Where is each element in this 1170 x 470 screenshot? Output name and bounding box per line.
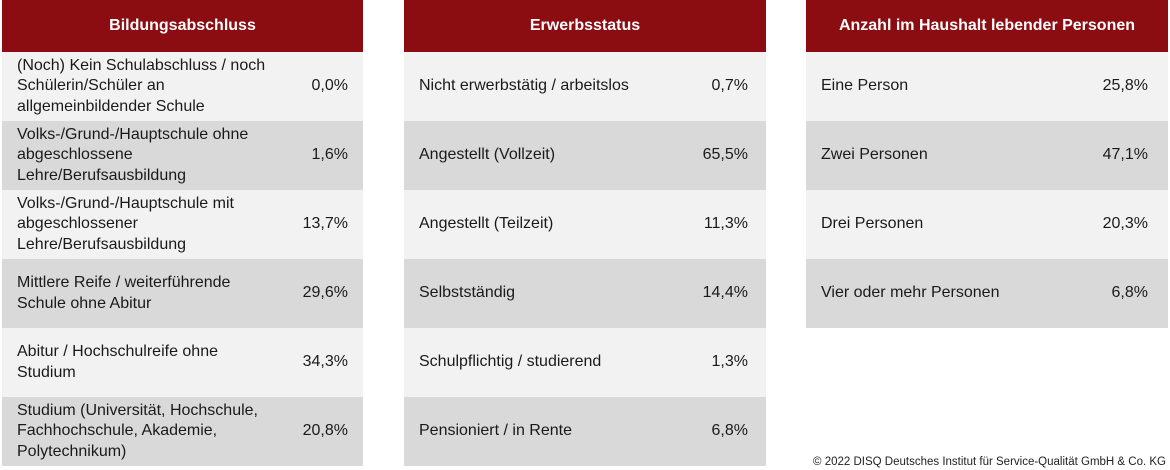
table-row: Abitur / Hochschulreife ohne Studium 34,… [2, 328, 363, 397]
row-value: 0,7% [711, 77, 748, 95]
row-value: 11,3% [703, 215, 748, 233]
row-value: 34,3% [302, 353, 348, 371]
table-row: Nicht erwerbstätig / arbeitslos 0,7% [404, 52, 766, 121]
table-row: Schulpflichtig / studierend 1,3% [404, 328, 766, 397]
row-label: Vier oder mehr Personen [821, 284, 1000, 302]
table-row: Angestellt (Vollzeit) 65,5% [404, 121, 766, 190]
table-header: Bildungsabschluss [2, 0, 363, 52]
table-row: Pensioniert / in Rente 6,8% [404, 397, 766, 466]
row-value: 65,5% [702, 146, 748, 164]
row-label: Abitur / Hochschulreife ohne Studium [17, 343, 218, 381]
row-label: Drei Personen [821, 215, 924, 233]
row-label: Angestellt (Teilzeit) [419, 215, 554, 233]
table-row: Drei Personen 20,3% [806, 190, 1168, 259]
copyright-notice: © 2022 DISQ Deutsches Institut für Servi… [813, 456, 1166, 468]
row-value: 20,3% [1102, 215, 1148, 233]
row-label: Eine Person [821, 77, 909, 95]
table-row: Volks-/Grund-/Hauptschule mit abgeschlos… [2, 190, 363, 259]
row-label: Nicht erwerbstätig / arbeitslos [419, 77, 629, 95]
row-value: 6,8% [1111, 284, 1148, 302]
row-label: Studium (Universität, Hochschule, Fachho… [17, 401, 258, 460]
row-value: 13,7% [302, 215, 348, 233]
row-label: Zwei Personen [821, 146, 928, 164]
table-row: Mittlere Reife / weiterführende Schule o… [2, 259, 363, 328]
row-value: 14,4% [702, 284, 748, 302]
row-label: Volks-/Grund-/Hauptschule mit abgeschlos… [17, 194, 234, 253]
row-value: 1,3% [711, 353, 748, 371]
table-row: Volks-/Grund-/Hauptschule ohne abgeschlo… [2, 121, 363, 190]
table-row: Eine Person 25,8% [806, 52, 1168, 121]
row-label: Selbstständig [419, 284, 516, 302]
row-value: 47,1% [1102, 146, 1148, 164]
table-row: (Noch) Kein Schulabschluss / noch Schüle… [2, 52, 363, 121]
row-value: 1,6% [311, 146, 348, 164]
table-row: Selbstständig 14,4% [404, 259, 766, 328]
row-label: Mittlere Reife / weiterführende Schule o… [17, 274, 231, 312]
row-label: Pensioniert / in Rente [419, 422, 572, 440]
row-label: Angestellt (Vollzeit) [419, 146, 556, 164]
row-label: Schulpflichtig / studierend [419, 353, 602, 371]
table-row: Angestellt (Teilzeit) 11,3% [404, 190, 766, 259]
row-value: 20,8% [302, 422, 348, 440]
row-value: 29,6% [302, 284, 348, 302]
row-value: 0,0% [311, 77, 348, 95]
row-value: 6,8% [711, 422, 748, 440]
row-label: Volks-/Grund-/Hauptschule ohne abgeschlo… [17, 125, 249, 184]
row-value: 25,8% [1102, 77, 1148, 95]
table-header: Anzahl im Haushalt lebender Personen [806, 0, 1168, 52]
table-header: Erwerbsstatus [404, 0, 766, 52]
table-haushalt-personen: Anzahl im Haushalt lebender Personen Ein… [806, 0, 1168, 328]
table-erwerbsstatus: Erwerbsstatus Nicht erwerbstätig / arbei… [404, 0, 766, 466]
row-label: (Noch) Kein Schulabschluss / noch Schüle… [17, 56, 266, 115]
table-row: Studium (Universität, Hochschule, Fachho… [2, 397, 363, 466]
table-row: Zwei Personen 47,1% [806, 121, 1168, 190]
table-bildungsabschluss: Bildungsabschluss (Noch) Kein Schulabsch… [2, 0, 363, 466]
table-row: Vier oder mehr Personen 6,8% [806, 259, 1168, 328]
